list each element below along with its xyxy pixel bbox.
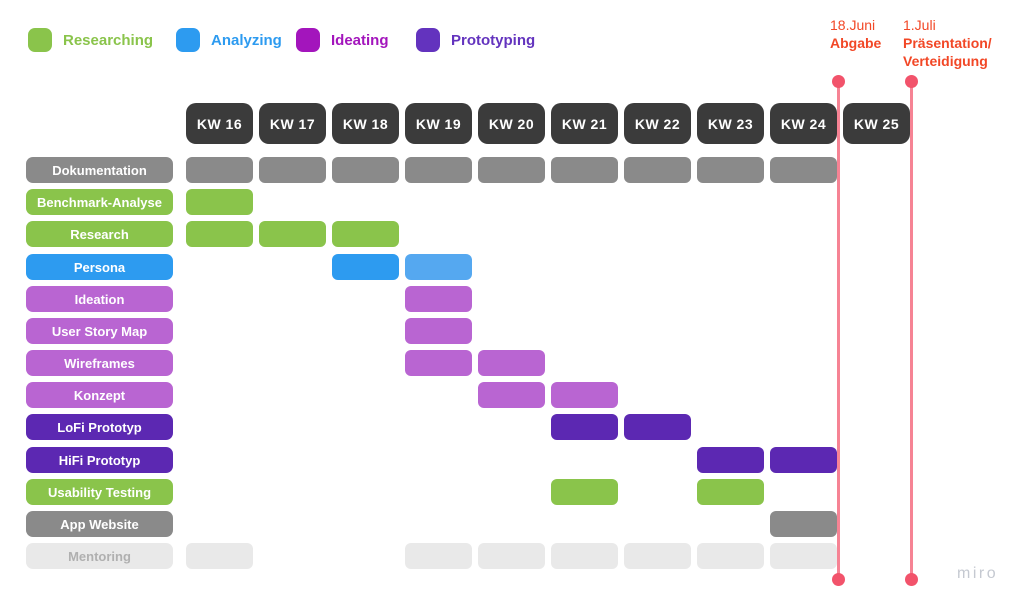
milestone-title-line: Abgabe xyxy=(830,35,882,51)
milestone-text-abgabe: 18.Juni Abgabe xyxy=(830,16,881,52)
row-label-user-story-map: User Story Map xyxy=(26,318,173,344)
bar-persona-kw-18 xyxy=(332,254,399,280)
bar-dokumentation-kw-19 xyxy=(405,157,472,183)
bar-dokumentation-kw-20 xyxy=(478,157,545,183)
week-header-kw-24: KW 24 xyxy=(770,103,837,144)
bar-mentoring-kw-20 xyxy=(478,543,545,569)
bar-mentoring-kw-16 xyxy=(186,543,253,569)
row-label-app-website: App Website xyxy=(26,511,173,537)
bar-app-website-kw-24 xyxy=(770,511,837,537)
week-header-kw-20: KW 20 xyxy=(478,103,545,144)
bar-usability-testing-kw-21 xyxy=(551,479,618,505)
bar-konzept-kw-21 xyxy=(551,382,618,408)
bar-persona-kw-19 xyxy=(405,254,472,280)
bar-dokumentation-kw-17 xyxy=(259,157,326,183)
legend-item-analyzing: Analyzing xyxy=(176,28,282,52)
legend-label: Analyzing xyxy=(211,31,282,49)
legend-item-researching: Researching xyxy=(28,28,153,52)
bar-dokumentation-kw-23 xyxy=(697,157,764,183)
week-header-kw-16: KW 16 xyxy=(186,103,253,144)
week-header-kw-22: KW 22 xyxy=(624,103,691,144)
bar-hifi-prototyp-kw-24 xyxy=(770,447,837,473)
bar-lofi-prototyp-kw-21 xyxy=(551,414,618,440)
legend-swatch-researching-icon xyxy=(28,28,52,52)
milestone-title-line: Präsentation/ xyxy=(903,35,992,51)
bar-research-kw-17 xyxy=(259,221,326,247)
row-label-usability-testing: Usability Testing xyxy=(26,479,173,505)
week-header-kw-25: KW 25 xyxy=(843,103,910,144)
milestone-dot-icon xyxy=(905,572,918,586)
legend-swatch-ideating-icon xyxy=(296,28,320,52)
bar-mentoring-kw-21 xyxy=(551,543,618,569)
week-header-kw-19: KW 19 xyxy=(405,103,472,144)
milestone-date: 18.Juni xyxy=(830,17,876,33)
bar-mentoring-kw-19 xyxy=(405,543,472,569)
bar-dokumentation-kw-24 xyxy=(770,157,837,183)
miro-watermark: miro xyxy=(957,565,999,582)
bar-ideation-kw-19 xyxy=(405,286,472,312)
row-label-dokumentation: Dokumentation xyxy=(26,157,173,183)
legend-label: Researching xyxy=(63,31,154,49)
row-label-wireframes: Wireframes xyxy=(26,350,173,376)
milestone-dot-icon xyxy=(832,74,845,88)
legend-label: Prototyping xyxy=(451,31,536,49)
milestone-text-pr-sentation-verteidigung: 1.Juli Präsentation/Verteidigung xyxy=(903,16,992,70)
row-label-persona: Persona xyxy=(26,254,173,280)
milestone-dot-icon xyxy=(832,572,845,586)
bar-mentoring-kw-23 xyxy=(697,543,764,569)
milestone-line xyxy=(910,81,913,579)
bar-dokumentation-kw-22 xyxy=(624,157,691,183)
row-label-benchmark-analyse: Benchmark-Analyse xyxy=(26,189,173,215)
bar-dokumentation-kw-21 xyxy=(551,157,618,183)
bar-research-kw-18 xyxy=(332,221,399,247)
row-label-mentoring: Mentoring xyxy=(26,543,173,569)
bar-mentoring-kw-24 xyxy=(770,543,837,569)
bar-usability-testing-kw-23 xyxy=(697,479,764,505)
milestone-dot-icon xyxy=(905,74,918,88)
milestone-date: 1.Juli xyxy=(903,17,936,33)
row-label-lofi-prototyp: LoFi Prototyp xyxy=(26,414,173,440)
bar-wireframes-kw-19 xyxy=(405,350,472,376)
bar-konzept-kw-20 xyxy=(478,382,545,408)
week-header-kw-23: KW 23 xyxy=(697,103,764,144)
legend-item-prototyping: Prototyping xyxy=(416,28,535,52)
bar-mentoring-kw-22 xyxy=(624,543,691,569)
legend-item-ideating: Ideating xyxy=(296,28,389,52)
bar-hifi-prototyp-kw-23 xyxy=(697,447,764,473)
milestone-title-line: Verteidigung xyxy=(903,53,988,69)
week-header-kw-21: KW 21 xyxy=(551,103,618,144)
legend-swatch-prototyping-icon xyxy=(416,28,440,52)
legend-label: Ideating xyxy=(331,31,389,49)
bar-dokumentation-kw-16 xyxy=(186,157,253,183)
week-header-kw-17: KW 17 xyxy=(259,103,326,144)
bar-lofi-prototyp-kw-22 xyxy=(624,414,691,440)
row-label-konzept: Konzept xyxy=(26,382,173,408)
legend-swatch-analyzing-icon xyxy=(176,28,200,52)
milestone-line xyxy=(837,81,840,579)
bar-wireframes-kw-20 xyxy=(478,350,545,376)
row-label-ideation: Ideation xyxy=(26,286,173,312)
row-label-research: Research xyxy=(26,221,173,247)
week-header-kw-18: KW 18 xyxy=(332,103,399,144)
bar-user-story-map-kw-19 xyxy=(405,318,472,344)
bar-benchmark-analyse-kw-16 xyxy=(186,189,253,215)
row-label-hifi-prototyp: HiFi Prototyp xyxy=(26,447,173,473)
bar-dokumentation-kw-18 xyxy=(332,157,399,183)
bar-research-kw-16 xyxy=(186,221,253,247)
